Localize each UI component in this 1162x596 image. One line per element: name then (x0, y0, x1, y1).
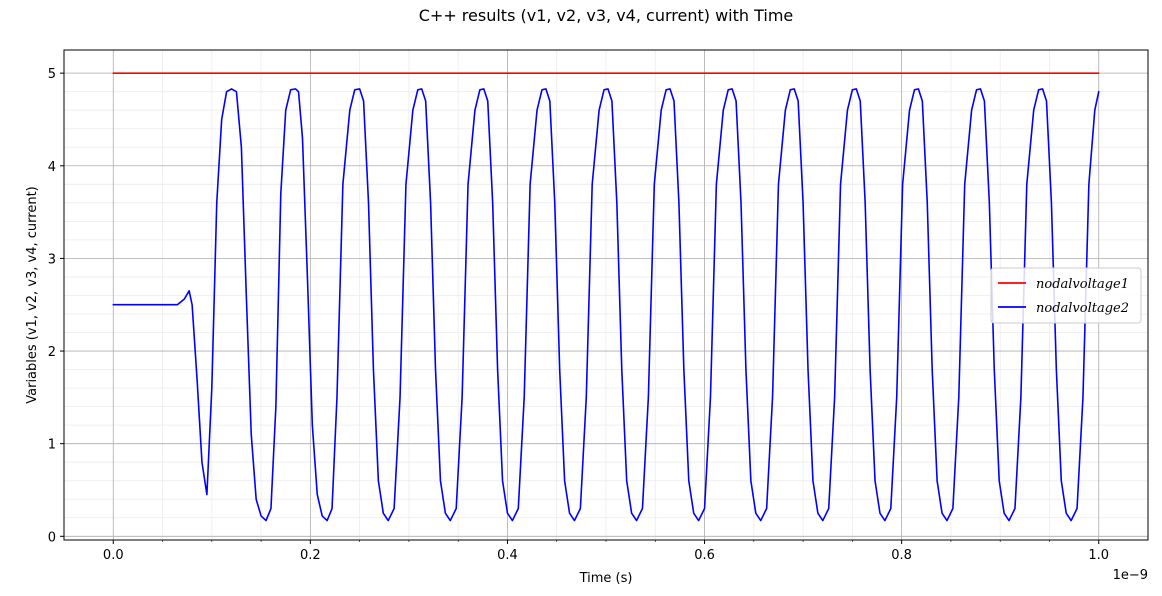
y-tick-label: 4 (48, 160, 56, 175)
legend-box (990, 267, 1142, 324)
x-tick-label: 0.8 (891, 548, 912, 563)
y-tick-label: 3 (48, 252, 56, 267)
x-tick-label: 1.0 (1088, 548, 1109, 563)
series-line-nodalvoltage2 (112, 88, 1100, 522)
x-tick-label: 0.4 (497, 548, 518, 563)
y-axis: 0 1 2 3 4 5 (48, 67, 64, 545)
x-tick-label: 0.6 (694, 548, 715, 563)
x-tick-label: 0.2 (300, 548, 321, 563)
chart-title: C++ results (v1, v2, v3, v4, current) wi… (419, 6, 794, 25)
x-tick-label: 0.0 (103, 548, 124, 563)
y-tick-label: 2 (48, 345, 56, 360)
x-axis: 0.0 0.2 0.4 0.6 0.8 1.0 (103, 540, 1109, 563)
legend-label-nodalvoltage2: nodalvoltage2 (1036, 301, 1129, 316)
legend-label-nodalvoltage1: nodalvoltage1 (1036, 277, 1129, 292)
y-axis-label: Variables (v1, v2, v3, v4, current) (25, 186, 40, 404)
y-tick-label: 1 (48, 438, 56, 453)
x-offset-label: 1e−9 (1113, 568, 1148, 583)
series-layer (112, 72, 1100, 522)
y-tick-label: 0 (48, 530, 56, 545)
x-axis-label: Time (s) (579, 571, 633, 586)
legend: nodalvoltage1 nodalvoltage2 (990, 267, 1142, 324)
y-tick-label: 5 (48, 67, 56, 82)
